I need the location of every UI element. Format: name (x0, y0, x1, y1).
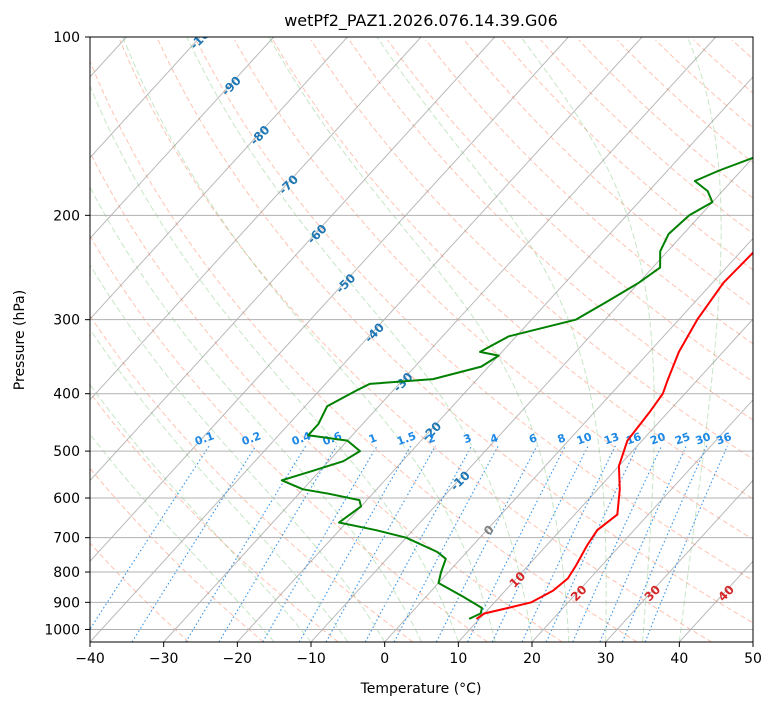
chart-title: wetPf2_PAZ1.2026.076.14.39.G06 (284, 11, 558, 31)
y-axis-label: Pressure (hPa) (12, 290, 28, 390)
isotherm (90, 37, 496, 482)
dry-adiabat (90, 60, 638, 642)
dry-adiabat (272, 39, 753, 500)
y-tick-label: 200 (53, 208, 80, 224)
dry-adiabat (502, 39, 753, 271)
mixing-ratio-label: 1.5 (395, 429, 418, 448)
isotherm (310, 156, 753, 642)
mixing-ratio-label: 0.2 (240, 429, 263, 448)
mixing-ratio-label: 1 (367, 431, 379, 446)
y-tick-label: 900 (53, 595, 80, 611)
y-tick-label: 100 (53, 30, 80, 46)
mixing-ratio-label: 25 (673, 430, 692, 447)
mixing-ratio-label: 30 (694, 430, 713, 448)
moist-adiabat (678, 37, 722, 642)
isotherm (90, 37, 569, 563)
mixing-ratio-line (262, 445, 378, 642)
x-tick-label: 40 (670, 651, 688, 667)
x-tick-label: 10 (449, 651, 467, 667)
dry-adiabat (348, 39, 753, 421)
temperature-profile (475, 251, 753, 620)
mixing-ratio-line (325, 445, 436, 642)
mixing-ratio-line (131, 445, 257, 642)
mixing-ratio-label: 6 (527, 431, 539, 446)
y-tick-label: 800 (53, 565, 80, 581)
isotherm (457, 318, 753, 642)
mixing-ratio-label: 0.4 (290, 429, 313, 448)
mixing-ratio-label: 36 (714, 430, 733, 448)
y-tick-label: 400 (53, 387, 80, 403)
mixing-ratio-line (435, 445, 538, 642)
moist-adiabat (90, 264, 386, 642)
x-tick-label: −30 (149, 651, 179, 667)
plot-frame (89, 36, 754, 643)
x-tick-label: 50 (744, 651, 762, 667)
dry-adiabat (90, 391, 339, 642)
pressure-grid (90, 37, 753, 630)
isotherm (605, 479, 753, 642)
y-tick-label: 700 (53, 531, 80, 547)
thermo-background (90, 37, 753, 642)
mixing-ratio-label: 8 (556, 431, 568, 446)
moist-adiabat (90, 185, 422, 642)
mixing-ratio-line (467, 445, 566, 642)
mixing-ratio-line (90, 445, 210, 631)
mixing-ratio-label: 3 (462, 431, 474, 446)
x-tick-label: −20 (223, 651, 253, 667)
x-axis: −40 −30 −20 −10 0 10 20 30 40 50 (75, 642, 762, 667)
dry-adiabat (578, 39, 753, 199)
y-tick-label: 600 (53, 491, 80, 507)
isotherm (90, 37, 348, 320)
dry-adiabat (119, 39, 712, 642)
dry-adiabat (425, 39, 753, 345)
profile-lines (280, 156, 753, 620)
moist-adiabat (376, 37, 607, 642)
isotherm (163, 37, 717, 642)
dry-adiabat (234, 39, 753, 540)
moist-adiabat (90, 328, 349, 642)
moist-adiabat (268, 37, 570, 642)
isotherm (90, 37, 643, 642)
dry-adiabat (90, 467, 264, 642)
dewpoint-profile (280, 156, 753, 620)
mixing-ratio-line (491, 445, 589, 642)
x-axis-label: Temperature (°C) (360, 681, 482, 697)
x-tick-label: 30 (597, 651, 615, 667)
isotherm (90, 37, 275, 240)
mixing-ratio-label: 4 (488, 431, 500, 446)
moist-adiabat (90, 433, 275, 642)
mixing-ratio-line (621, 445, 708, 642)
isotherm (531, 399, 753, 642)
x-tick-label: −10 (296, 651, 326, 667)
mixing-ratio-label: 2 (425, 431, 437, 446)
moist-adiabat (520, 37, 655, 642)
moist-adiabat (90, 84, 459, 642)
y-tick-label: 1000 (44, 622, 80, 638)
dry-adiabat (195, 39, 753, 582)
x-tick-label: 0 (380, 651, 389, 667)
y-tick-label: 500 (53, 444, 80, 460)
y-axis: 100 200 300 400 500 600 700 800 900 1000 (44, 30, 90, 638)
isotherm (90, 37, 201, 159)
mixing-ratio-label: 13 (602, 430, 621, 447)
mixing-ratio-label: 16 (624, 430, 643, 448)
mixing-ratio-label: 0.1 (193, 429, 216, 448)
y-tick-label: 300 (53, 313, 80, 329)
x-tick-label: 20 (523, 651, 541, 667)
x-tick-label: −40 (75, 651, 105, 667)
isotherm (90, 37, 422, 401)
mixing-ratio-line (599, 445, 687, 642)
dry-adiabat (387, 39, 753, 383)
isotherm (384, 237, 753, 642)
dry-adiabat (157, 39, 753, 624)
mixing-ratio-label: 10 (575, 430, 594, 448)
isotherm (236, 76, 753, 642)
mixing-ratio-labels: 0.1 0.2 0.4 0.6 1 1.5 2 3 4 6 8 10 13 16 20 25 30 36 (193, 429, 734, 448)
mixing-ratio-line (185, 445, 307, 642)
mixing-ratio-label: 20 (648, 430, 667, 448)
dry-adiabat (90, 151, 563, 642)
